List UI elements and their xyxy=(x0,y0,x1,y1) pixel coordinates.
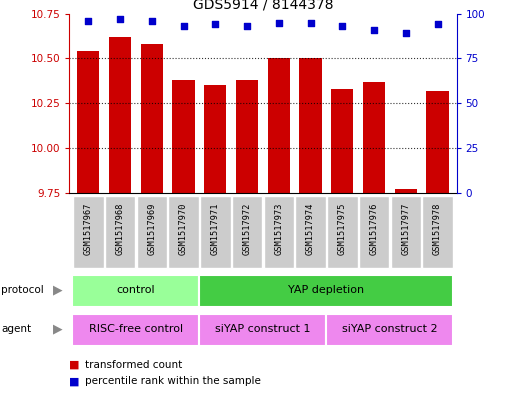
Bar xyxy=(200,196,230,268)
Point xyxy=(84,18,92,24)
Bar xyxy=(172,80,194,193)
Bar xyxy=(232,196,262,268)
Bar xyxy=(359,196,389,268)
Bar xyxy=(236,80,258,193)
Point xyxy=(370,27,378,33)
Bar xyxy=(204,85,226,193)
Text: siYAP construct 2: siYAP construct 2 xyxy=(342,324,438,334)
Text: transformed count: transformed count xyxy=(85,360,182,370)
Text: GSM1517969: GSM1517969 xyxy=(147,202,156,255)
Text: GSM1517977: GSM1517977 xyxy=(401,202,410,255)
Text: GSM1517974: GSM1517974 xyxy=(306,202,315,255)
Point xyxy=(243,23,251,29)
Bar xyxy=(426,91,449,193)
Point xyxy=(211,21,220,28)
Bar xyxy=(73,196,104,268)
Text: YAP depletion: YAP depletion xyxy=(288,285,364,295)
Text: GSM1517971: GSM1517971 xyxy=(211,202,220,255)
Bar xyxy=(168,196,199,268)
Text: GSM1517976: GSM1517976 xyxy=(369,202,379,255)
Text: percentile rank within the sample: percentile rank within the sample xyxy=(85,376,261,386)
Text: GSM1517978: GSM1517978 xyxy=(433,202,442,255)
Text: control: control xyxy=(116,285,155,295)
Bar xyxy=(200,314,326,346)
Bar xyxy=(72,275,200,307)
Point xyxy=(433,21,442,28)
Text: RISC-free control: RISC-free control xyxy=(89,324,183,334)
Bar xyxy=(326,314,453,346)
Text: GSM1517968: GSM1517968 xyxy=(115,202,125,255)
Text: ■: ■ xyxy=(69,360,80,370)
Bar xyxy=(394,189,417,193)
Bar xyxy=(300,59,322,193)
Bar xyxy=(422,196,453,268)
Text: GSM1517975: GSM1517975 xyxy=(338,202,347,255)
Bar xyxy=(141,44,163,193)
Bar xyxy=(268,59,290,193)
Bar xyxy=(390,196,421,268)
Text: GSM1517970: GSM1517970 xyxy=(179,202,188,255)
Bar xyxy=(105,196,135,268)
Bar xyxy=(72,314,200,346)
Text: ■: ■ xyxy=(69,376,80,386)
Point xyxy=(116,16,124,22)
Point xyxy=(274,20,283,26)
Bar xyxy=(331,89,353,193)
Text: GSM1517973: GSM1517973 xyxy=(274,202,283,255)
Point xyxy=(402,30,410,37)
Point xyxy=(148,18,156,24)
Bar xyxy=(295,196,326,268)
Bar xyxy=(109,37,131,193)
Bar xyxy=(264,196,294,268)
Text: GSM1517967: GSM1517967 xyxy=(84,202,93,255)
Title: GDS5914 / 8144378: GDS5914 / 8144378 xyxy=(193,0,333,11)
Text: siYAP construct 1: siYAP construct 1 xyxy=(215,324,311,334)
Point xyxy=(180,23,188,29)
Bar xyxy=(363,82,385,193)
Bar xyxy=(77,51,100,193)
Bar xyxy=(136,196,167,268)
Text: ▶: ▶ xyxy=(53,323,62,336)
Point xyxy=(306,20,314,26)
Text: ▶: ▶ xyxy=(53,283,62,297)
Point xyxy=(338,23,346,29)
Text: agent: agent xyxy=(1,324,31,334)
Bar xyxy=(327,196,358,268)
Text: GSM1517972: GSM1517972 xyxy=(243,202,251,255)
Text: protocol: protocol xyxy=(1,285,44,295)
Bar xyxy=(200,275,453,307)
